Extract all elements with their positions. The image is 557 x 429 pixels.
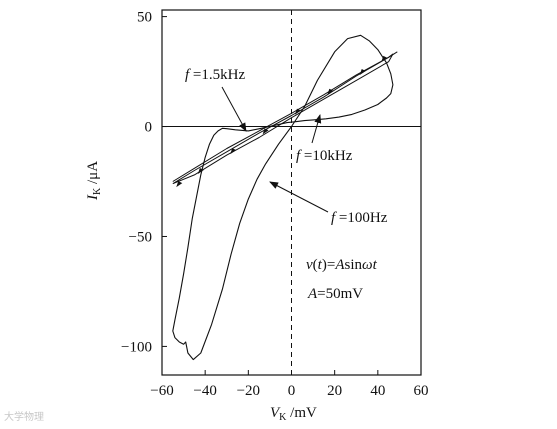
annotation-amplitude: A=50mV [307,286,363,302]
x-tick-label: 20 [327,383,342,399]
x-tick-label: −60 [150,383,173,399]
direction-marks [176,55,388,188]
watermark: 大学物理 [4,412,44,423]
annotation-100hz: f =100Hz [331,210,388,226]
x-ticks: −60 −40 −20 0 20 40 60 [150,370,429,399]
direction-mark [381,55,388,62]
direction-mark [230,148,237,155]
annotation-vt: v(t)=Asinωt [306,257,378,273]
direction-mark [197,167,204,174]
series-10khz-line [172,51,398,182]
y-ticks: 50 0 −50 −100 [121,10,167,355]
y-tick-label: 50 [137,10,152,26]
arrow-100hz [269,181,329,213]
y-tick-label: −50 [129,229,152,245]
direction-mark [327,88,334,95]
annotation-10khz: f =10kHz [296,148,353,164]
annotation-1p5khz: f =1.5kHz [185,67,245,83]
x-axis-label: VK /mV [270,405,317,423]
x-tick-label: −20 [237,383,260,399]
direction-mark [176,181,183,188]
y-axis-label: IK /μA [85,161,103,201]
x-tick-label: −40 [193,383,216,399]
series-100hz-loop [172,34,394,361]
series-group [172,34,398,361]
x-tick-label: 60 [414,383,429,399]
direction-mark [262,128,269,135]
x-tick-label: 0 [288,383,296,399]
arrow-10khz [311,114,322,144]
arrow-1p5khz [221,86,247,132]
y-tick-label: −100 [121,339,152,355]
direction-mark [359,69,366,76]
y-tick-label: 0 [145,120,153,136]
axes-group [161,9,422,376]
x-tick-label: 40 [370,383,385,399]
direction-mark [294,108,301,115]
